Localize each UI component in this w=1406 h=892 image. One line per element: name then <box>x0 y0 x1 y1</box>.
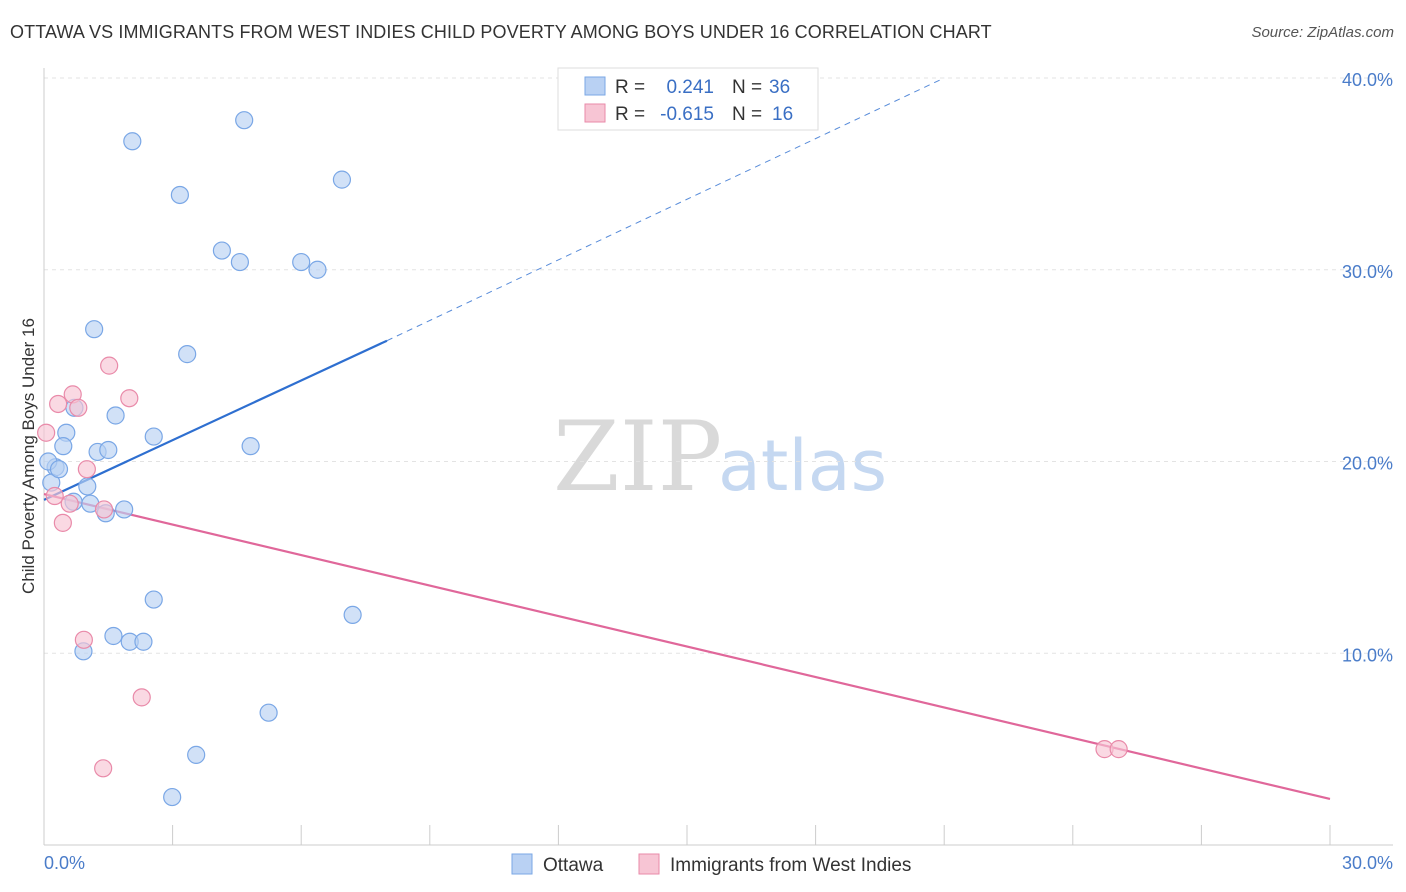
ottawa-point-7 <box>308 260 327 279</box>
west-indies-point-7 <box>45 486 64 506</box>
west-indies-point-15 <box>1109 740 1128 759</box>
ottawa-point-8 <box>85 320 104 339</box>
west-indies-point-5 <box>69 398 88 417</box>
x-ticks <box>172 825 1331 845</box>
ottawa-point-3 <box>332 170 352 189</box>
ottawa-point-25 <box>144 590 163 609</box>
y-tick-label-10: 10.0% <box>1342 645 1393 665</box>
ottawa-point-17 <box>241 437 260 456</box>
west-indies-point-0 <box>37 423 56 442</box>
data-points <box>37 111 1128 807</box>
west-indies-r-label: R = <box>615 104 645 125</box>
west-indies-point-12 <box>132 688 151 707</box>
ottawa-point-26 <box>343 605 362 625</box>
y-tick-label-40: 40.0% <box>1342 70 1393 90</box>
west-indies-legend-swatch <box>584 103 606 123</box>
ottawa-point-29 <box>134 632 153 651</box>
ottawa-point-27 <box>104 626 123 646</box>
y-tick-label-30: 30.0% <box>1342 262 1393 282</box>
ottawa-point-14 <box>54 437 73 456</box>
ottawa-legend-swatch <box>584 76 606 96</box>
ottawa-point-35 <box>49 460 69 479</box>
west-indies-r-value: -0.615 <box>660 104 714 125</box>
chart-title: OTTAWA VS IMMIGRANTS FROM WEST INDIES CH… <box>10 22 992 42</box>
chart-source: Source: ZipAtlas.com <box>1251 24 1394 41</box>
ottawa-point-6 <box>292 252 311 272</box>
ottawa-trend-extension <box>386 77 945 342</box>
ottawa-point-1 <box>235 111 254 130</box>
west-indies-point-9 <box>94 500 114 519</box>
ottawa-point-13 <box>144 427 163 446</box>
ottawa-point-0 <box>123 132 142 151</box>
west-indies-point-4 <box>49 394 68 414</box>
west-indies-n-label: N = <box>732 104 762 125</box>
ottawa-point-23 <box>115 500 134 519</box>
ottawa-point-4 <box>212 241 231 260</box>
gridlines <box>44 77 1393 654</box>
ottawa-r-label: R = <box>615 77 645 98</box>
x-tick-label-max: 30.0% <box>1342 853 1393 873</box>
west-indies-point-3 <box>120 389 139 408</box>
y-axis-label: Child Poverty Among Boys Under 16 <box>19 318 38 594</box>
watermark-atlas: atlas <box>718 425 887 507</box>
west-indies-n-value: 16 <box>772 104 793 125</box>
legend-west-indies-label: Immigrants from West Indies <box>670 855 911 876</box>
ottawa-point-33 <box>163 787 182 807</box>
legend-ottawa-label: Ottawa <box>543 855 604 876</box>
ottawa-point-10 <box>106 406 125 425</box>
west-indies-point-8 <box>60 494 79 513</box>
x-tick-label-min: 0.0% <box>44 853 85 873</box>
ottawa-point-9 <box>178 345 197 364</box>
y-tick-labels: 10.0% 20.0% 30.0% 40.0% <box>1342 70 1393 665</box>
ottawa-r-value: 0.241 <box>666 77 714 98</box>
ottawa-trend-line <box>43 339 388 501</box>
legend-west-indies-swatch <box>638 853 660 875</box>
series-legend: Ottawa Immigrants from West Indies <box>511 853 911 876</box>
legend-ottawa-swatch <box>511 853 533 875</box>
west-indies-point-11 <box>74 630 93 649</box>
west-indies-point-6 <box>77 460 96 479</box>
stats-legend: R = 0.241 N = 36 R = -0.615 N = 16 <box>557 67 819 131</box>
watermark-zip: ZIP <box>553 401 722 513</box>
ottawa-point-20 <box>78 477 97 496</box>
west-indies-point-13 <box>94 759 113 778</box>
ottawa-point-5 <box>230 252 250 272</box>
ottawa-n-value: 36 <box>769 77 790 98</box>
ottawa-point-16 <box>99 440 118 460</box>
ottawa-point-31 <box>259 703 278 722</box>
ottawa-n-label: N = <box>732 77 762 98</box>
west-indies-point-10 <box>53 513 72 532</box>
ottawa-point-32 <box>187 745 206 764</box>
ottawa-point-2 <box>170 185 189 205</box>
west-indies-trend-line <box>43 493 1331 801</box>
y-tick-label-20: 20.0% <box>1342 454 1393 474</box>
west-indies-point-1 <box>100 356 119 375</box>
